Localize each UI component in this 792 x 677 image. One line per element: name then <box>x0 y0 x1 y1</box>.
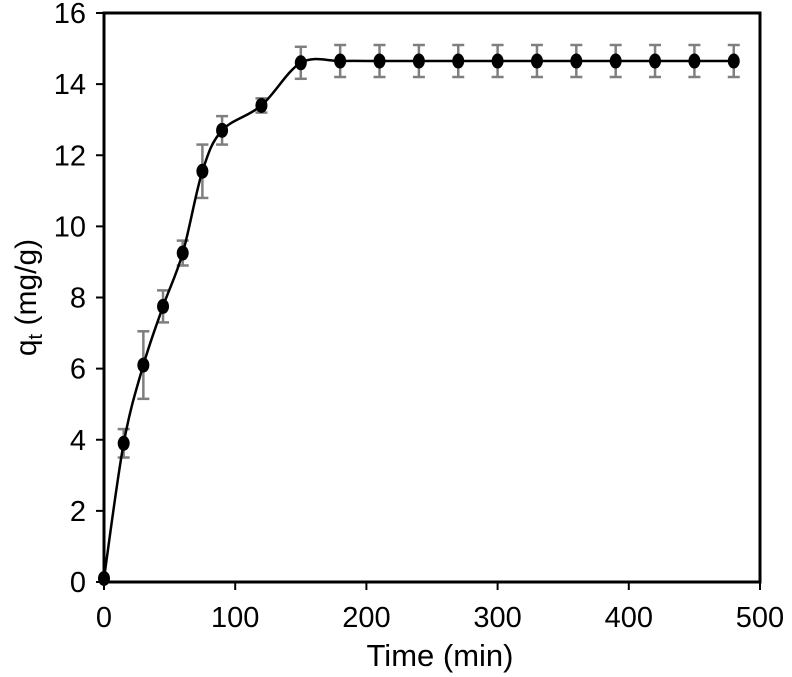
x-tick-label: 400 <box>605 602 653 634</box>
y-axis-label-main: q <box>10 339 43 356</box>
x-tick-label: 200 <box>342 602 390 634</box>
x-tick-label: 0 <box>96 602 112 634</box>
data-point <box>196 163 209 179</box>
data-point <box>137 357 150 373</box>
data-points <box>98 53 740 586</box>
data-point <box>491 53 504 69</box>
y-axis-label: qt (mg/g) <box>10 239 47 356</box>
y-tick-label: 6 <box>70 354 86 386</box>
y-axis-label-unit: (mg/g) <box>10 239 43 334</box>
y-tick-label: 4 <box>70 425 86 457</box>
data-point <box>255 97 268 113</box>
error-bars <box>117 43 740 459</box>
data-point <box>530 53 543 69</box>
x-tick-label: 100 <box>211 602 259 634</box>
data-point <box>216 122 229 138</box>
data-point <box>294 55 307 71</box>
y-tick-label: 8 <box>70 283 86 315</box>
data-point <box>570 53 583 69</box>
y-tick-label: 14 <box>54 69 86 101</box>
data-point <box>609 53 622 69</box>
x-axis-label: Time (min) <box>367 638 514 673</box>
y-tick-label: 2 <box>70 496 86 528</box>
data-point <box>176 245 189 261</box>
data-point <box>688 53 701 69</box>
plot-frame <box>102 11 762 584</box>
data-point <box>452 53 465 69</box>
data-point <box>117 435 130 451</box>
x-tick-label: 300 <box>473 602 521 634</box>
data-point <box>649 53 662 69</box>
fit-curve <box>102 57 734 579</box>
data-point <box>157 298 170 314</box>
data-point <box>412 53 425 69</box>
x-axis-ticks: 0 100 200 300 400 500 <box>96 582 784 634</box>
y-axis-label-subscript: t <box>25 333 47 339</box>
y-tick-label: 12 <box>54 140 86 172</box>
x-tick-label: 500 <box>736 602 784 634</box>
y-axis-ticks: 0 2 4 6 8 10 12 14 16 <box>54 0 104 599</box>
data-point <box>373 53 386 69</box>
y-tick-label: 0 <box>70 567 86 599</box>
y-tick-label: 10 <box>54 211 86 243</box>
y-tick-label: 16 <box>54 0 86 30</box>
data-point <box>334 53 347 69</box>
data-point <box>727 53 740 69</box>
